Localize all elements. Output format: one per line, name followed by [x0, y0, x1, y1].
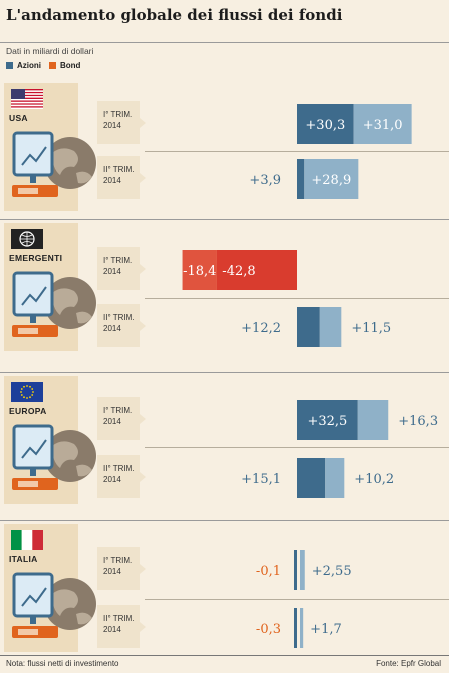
bar-azioni	[297, 104, 354, 144]
period-year: 2014	[103, 121, 121, 130]
bar-bond	[357, 400, 389, 440]
label-azioni: -0,1	[256, 564, 281, 579]
region-panel: EMERGENTI	[4, 223, 96, 351]
us-flag-icon	[11, 89, 43, 109]
bar-azioni	[297, 307, 320, 347]
region-name: EMERGENTI	[9, 253, 63, 263]
italy-flag-icon	[11, 530, 43, 550]
eu-flag-icon	[11, 382, 43, 402]
computer-globe-icon	[12, 271, 96, 337]
period-year: 2014	[103, 417, 121, 426]
period-quarter: II° TRIM.	[103, 464, 135, 473]
period-quarter: II° TRIM.	[103, 614, 135, 623]
bar-bond	[353, 104, 412, 144]
source: Fonte: Epfr Global	[376, 659, 441, 668]
legend-swatch-azioni	[6, 62, 13, 69]
period-year: 2014	[103, 567, 121, 576]
row-divider	[145, 447, 449, 448]
section-divider	[0, 372, 449, 373]
period-label: I° TRIM. 2014	[97, 397, 146, 440]
region-panel: EUROPA	[4, 376, 96, 504]
period-quarter: I° TRIM.	[103, 556, 133, 565]
chart-subtitle: Dati in miliardi di dollari	[6, 46, 94, 56]
period-quarter: I° TRIM.	[103, 406, 133, 415]
bar-azioni	[297, 400, 358, 440]
region-name: USA	[9, 113, 28, 123]
period-label: II° TRIM. 2014	[97, 455, 146, 498]
legend-label-azioni: Azioni	[17, 61, 41, 70]
period-quarter: I° TRIM.	[103, 110, 133, 119]
label-azioni: -0,3	[256, 622, 281, 637]
bar-bond	[300, 608, 304, 648]
period-quarter: II° TRIM.	[103, 165, 135, 174]
label-bond: +31,0	[363, 118, 403, 133]
label-azioni: +30,3	[305, 118, 345, 133]
pointer-arrow	[140, 264, 146, 274]
computer-globe-icon	[12, 572, 96, 638]
period-quarter: I° TRIM.	[103, 256, 133, 265]
bar-bond	[300, 550, 305, 590]
pointer-arrow	[140, 321, 146, 331]
pointer-arrow	[140, 173, 146, 183]
chart-title: L'andamento globale dei flussi dei fondi	[6, 6, 343, 24]
label-azioni: +3,9	[249, 173, 281, 188]
row-divider	[145, 599, 449, 600]
bar-bond	[319, 307, 342, 347]
section-divider	[0, 219, 449, 220]
label-bond: +10,2	[354, 472, 394, 487]
bar-bond	[304, 159, 359, 199]
label-bond: +1,7	[310, 622, 342, 637]
pointer-arrow	[140, 564, 146, 574]
label-bond: +28,9	[311, 173, 351, 188]
computer-globe-icon	[12, 424, 96, 490]
bar-azioni	[297, 458, 326, 498]
period-label: I° TRIM. 2014	[97, 247, 146, 290]
label-bond: -42,8	[222, 264, 255, 279]
period-year: 2014	[103, 267, 121, 276]
pointer-arrow	[140, 622, 146, 632]
period-label: II° TRIM. 2014	[97, 156, 146, 199]
period-label: II° TRIM. 2014	[97, 605, 146, 648]
pointer-arrow	[140, 472, 146, 482]
footer-rule	[0, 655, 449, 656]
pointer-arrow	[140, 414, 146, 424]
period-year: 2014	[103, 475, 121, 484]
label-bond: +2,55	[312, 564, 352, 579]
label-azioni: +12,2	[241, 321, 281, 336]
legend-swatch-bond	[49, 62, 56, 69]
period-label: I° TRIM. 2014	[97, 101, 146, 144]
globe-icon	[11, 229, 43, 249]
bar-azioni	[294, 550, 297, 590]
top-rule	[0, 42, 449, 43]
bar-azioni	[294, 608, 297, 648]
period-year: 2014	[103, 625, 121, 634]
computer-globe-icon	[12, 131, 96, 197]
period-year: 2014	[103, 324, 121, 333]
row-divider	[145, 151, 449, 152]
bar-azioni	[297, 159, 305, 199]
region-panel: USA	[4, 83, 96, 211]
pointer-arrow	[140, 118, 146, 128]
label-azioni: +32,5	[307, 414, 347, 429]
section-divider	[0, 520, 449, 521]
legend: Azioni Bond	[6, 61, 80, 70]
region-name: EUROPA	[9, 406, 47, 416]
label-bond: +16,3	[398, 414, 438, 429]
bar-bond	[325, 458, 345, 498]
region-name: ITALIA	[9, 554, 38, 564]
period-quarter: II° TRIM.	[103, 313, 135, 322]
row-divider	[145, 298, 449, 299]
legend-label-bond: Bond	[60, 61, 81, 70]
region-panel: ITALIA	[4, 524, 96, 652]
footnote: Nota: flussi netti di investimento	[6, 659, 119, 668]
bar-azioni	[182, 250, 217, 290]
label-azioni: +15,1	[241, 472, 281, 487]
period-label: II° TRIM. 2014	[97, 304, 146, 347]
period-year: 2014	[103, 176, 121, 185]
bar-bond	[216, 250, 297, 290]
label-azioni: -18,4	[183, 264, 216, 279]
period-label: I° TRIM. 2014	[97, 547, 146, 590]
label-bond: +11,5	[351, 321, 391, 336]
